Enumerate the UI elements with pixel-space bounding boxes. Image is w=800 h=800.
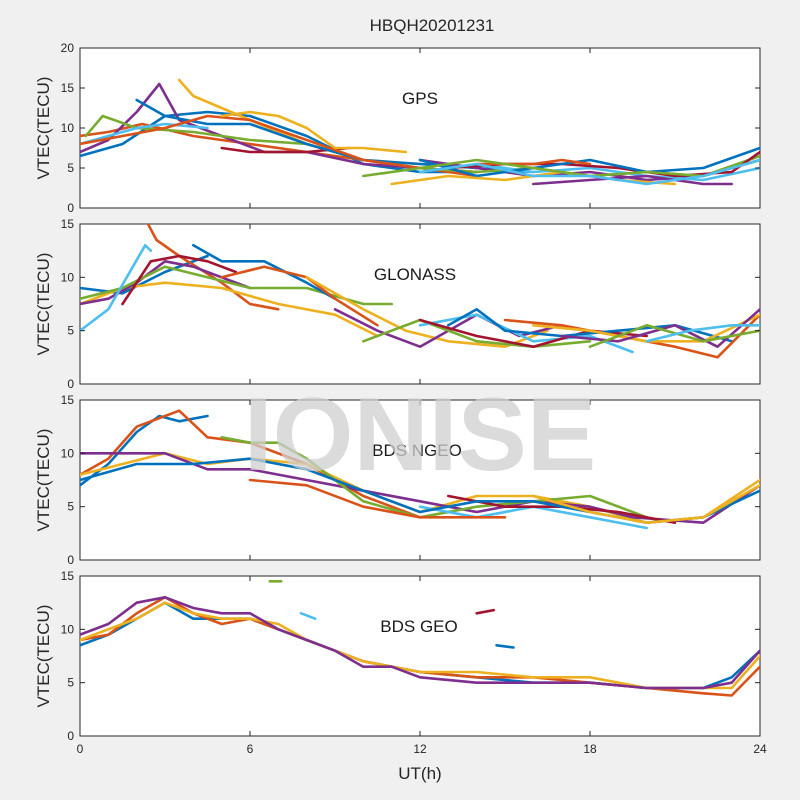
y-tick-label: 15 (61, 569, 75, 583)
y-tick-label: 10 (61, 446, 75, 460)
series-line (361, 158, 760, 178)
series-line (80, 110, 479, 174)
series-line (80, 244, 153, 333)
x-axis-label: UT(h) (398, 764, 441, 783)
axes-box-3 (79, 575, 761, 737)
panel-1: 0 5 10 15 VTEC(TECU) GLONASS (34, 217, 761, 391)
x-tick-label: 18 (583, 742, 597, 756)
panel-0: 0 5 10 15 20 VTEC(TECU) GPS (34, 41, 761, 215)
y-tick-label: 5 (67, 500, 74, 514)
series-line (220, 110, 408, 154)
y-tick-label: 20 (61, 41, 75, 55)
y-tick-label: 15 (61, 81, 75, 95)
panel-2: 0 5 10 15 VTEC(TECU) BDS NGEO (34, 393, 761, 567)
series-group-3 (80, 579, 760, 697)
series-line (531, 483, 760, 525)
series-line (475, 608, 496, 615)
series-line (220, 435, 649, 519)
y-tick-label: 15 (61, 217, 75, 231)
y-axis-label: VTEC(TECU) (34, 253, 53, 356)
series-line (192, 244, 337, 301)
figure-title: HBQH20201231 (370, 16, 495, 35)
y-tick-label: 10 (61, 270, 75, 284)
series-line (121, 254, 238, 306)
y-tick-label: 0 (67, 729, 74, 743)
x-tick-label: 24 (753, 742, 767, 756)
x-tick-label: 0 (77, 742, 84, 756)
watermark: IONISE (244, 377, 597, 493)
series-line (299, 611, 317, 621)
y-axis-label: VTEC(TECU) (34, 77, 53, 180)
series-group-2 (80, 409, 760, 530)
y-tick-label: 5 (67, 676, 74, 690)
series-line (531, 174, 734, 186)
x-tick-label: 6 (247, 742, 254, 756)
series-group-1 (80, 224, 760, 359)
y-axis-label: VTEC(TECU) (34, 429, 53, 532)
y-tick-label: 5 (67, 324, 74, 338)
panel-label: GPS (402, 89, 438, 108)
series-line (645, 323, 760, 343)
series-line (418, 158, 760, 186)
series-group-0 (80, 78, 760, 186)
x-tick-label: 12 (413, 742, 427, 756)
y-tick-label: 5 (67, 161, 74, 175)
series-line (80, 259, 252, 306)
y-tick-label: 10 (61, 622, 75, 636)
panel-label: GLONASS (374, 265, 456, 284)
y-tick-label: 0 (67, 201, 74, 215)
panel-3: 0 5 10 15 0 6 12 18 24 VTEC(TECU) BDS GEO (34, 569, 767, 756)
axes-box-2 (79, 399, 761, 561)
panel-label: BDS NGEO (372, 441, 462, 460)
y-axis-label: VTEC(TECU) (34, 605, 53, 708)
series-line (80, 114, 479, 174)
series-line (361, 318, 592, 349)
series-line (80, 254, 209, 295)
series-line (418, 146, 760, 178)
axes-box-1 (79, 223, 761, 385)
panel-label: BDS GEO (380, 617, 457, 636)
y-tick-label: 0 (67, 377, 74, 391)
series-line (80, 595, 760, 690)
y-tick-label: 0 (67, 553, 74, 567)
y-tick-label: 15 (61, 393, 75, 407)
series-line (248, 478, 507, 519)
series-line (80, 265, 394, 306)
series-line (80, 451, 760, 525)
panels: 0 5 10 15 20 VTEC(TECU) GPS 0 5 10 15 VTEC(TECU) GLO… (34, 41, 767, 756)
series-line (495, 643, 515, 649)
series-line (560, 307, 760, 349)
y-tick-label: 10 (61, 121, 75, 135)
